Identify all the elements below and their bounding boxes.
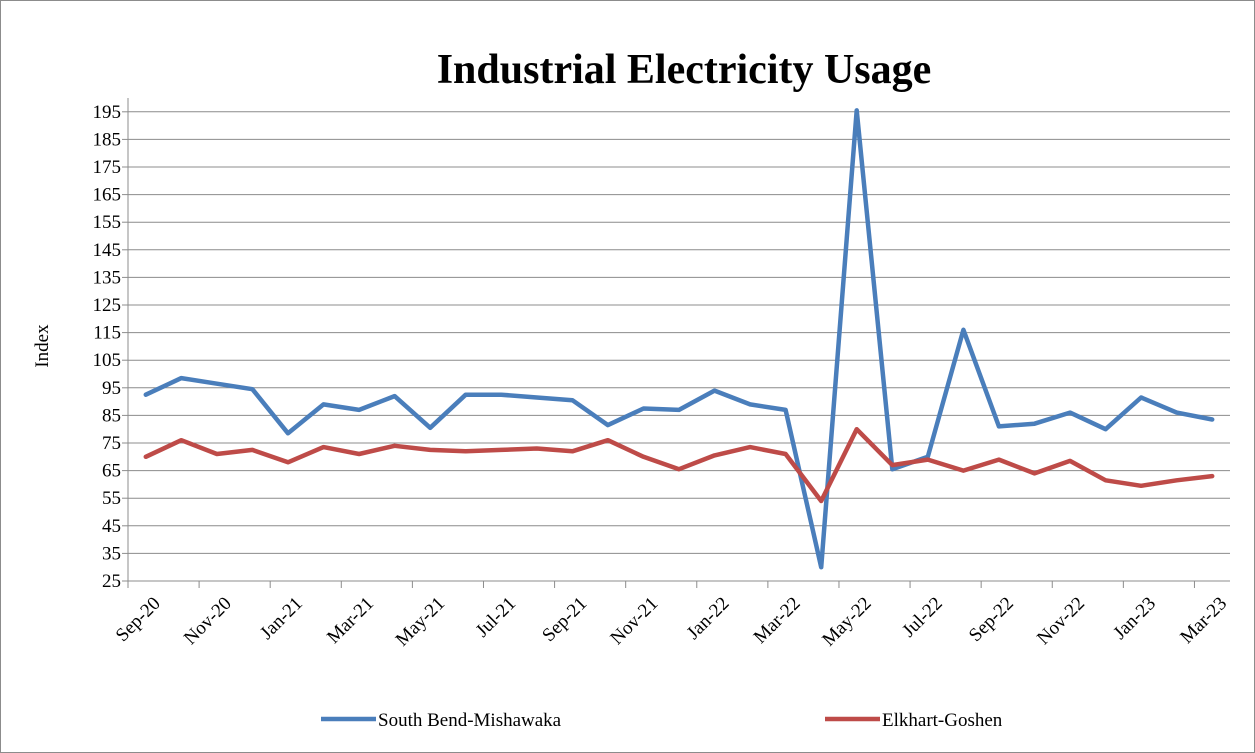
x-tick-label: Jan-23 <box>1109 593 1160 644</box>
legend: South Bend-Mishawaka Elkhart-Goshen <box>321 710 1003 731</box>
legend-label: Elkhart-Goshen <box>882 710 1003 731</box>
x-tick-label: Mar-22 <box>750 593 805 648</box>
axes <box>127 98 1230 582</box>
x-tick-label: Sep-22 <box>965 593 1018 646</box>
y-tick-label: 105 <box>93 350 122 371</box>
x-tick-label: Sep-20 <box>112 593 165 646</box>
y-tick-label: 165 <box>93 185 122 206</box>
y-tick-label: 185 <box>93 129 122 150</box>
x-tick-label: Jul-22 <box>898 593 946 641</box>
y-tick-label: 155 <box>93 212 122 233</box>
y-tick-label: 45 <box>102 516 121 537</box>
y-tick-label: 95 <box>102 378 121 399</box>
x-tick-label: Sep-21 <box>538 593 591 646</box>
x-tick-label: Jan-22 <box>683 593 734 644</box>
y-axis-ticks: 25 35 45 55 65 75 85 95 105 115 125 135 145 155 165 175… <box>93 102 128 592</box>
x-tick-label: Nov-20 <box>180 593 236 649</box>
chart-title: Industrial Electricity Usage <box>437 47 932 93</box>
y-tick-label: 135 <box>93 267 122 288</box>
x-tick-label: May-21 <box>392 593 449 650</box>
y-tick-label: 175 <box>93 157 122 178</box>
y-tick-label: 75 <box>102 433 121 454</box>
y-tick-label: 35 <box>102 543 121 564</box>
x-axis-ticks: Sep-20 Nov-20 Jan-21 Mar-21 May-21 Jul-21 Sep-… <box>112 581 1231 650</box>
x-tick-label: May-22 <box>818 593 875 650</box>
y-tick-label: 25 <box>102 571 121 592</box>
x-tick-label: Jan-21 <box>256 593 307 644</box>
x-tick-label: Mar-21 <box>323 593 378 648</box>
gridlines <box>128 111 1230 582</box>
legend-label: South Bend-Mishawaka <box>378 710 562 731</box>
series-line-elkhart-goshen <box>143 426 1215 504</box>
y-axis-title: Index <box>32 324 53 368</box>
y-tick-label: 85 <box>102 405 121 426</box>
y-tick-label: 55 <box>102 488 121 509</box>
x-tick-label: Nov-21 <box>606 593 662 649</box>
x-tick-label: Nov-22 <box>1033 593 1089 649</box>
x-tick-label: Mar-23 <box>1176 593 1231 648</box>
x-tick-label: Jul-21 <box>472 593 520 641</box>
series-line-south-bend-mishawaka <box>143 108 1215 570</box>
y-tick-label: 145 <box>93 240 122 261</box>
y-tick-label: 115 <box>93 323 121 344</box>
series-lines <box>143 108 1215 570</box>
y-tick-label: 195 <box>93 102 122 123</box>
y-tick-label: 125 <box>93 295 122 316</box>
y-tick-label: 65 <box>102 461 121 482</box>
